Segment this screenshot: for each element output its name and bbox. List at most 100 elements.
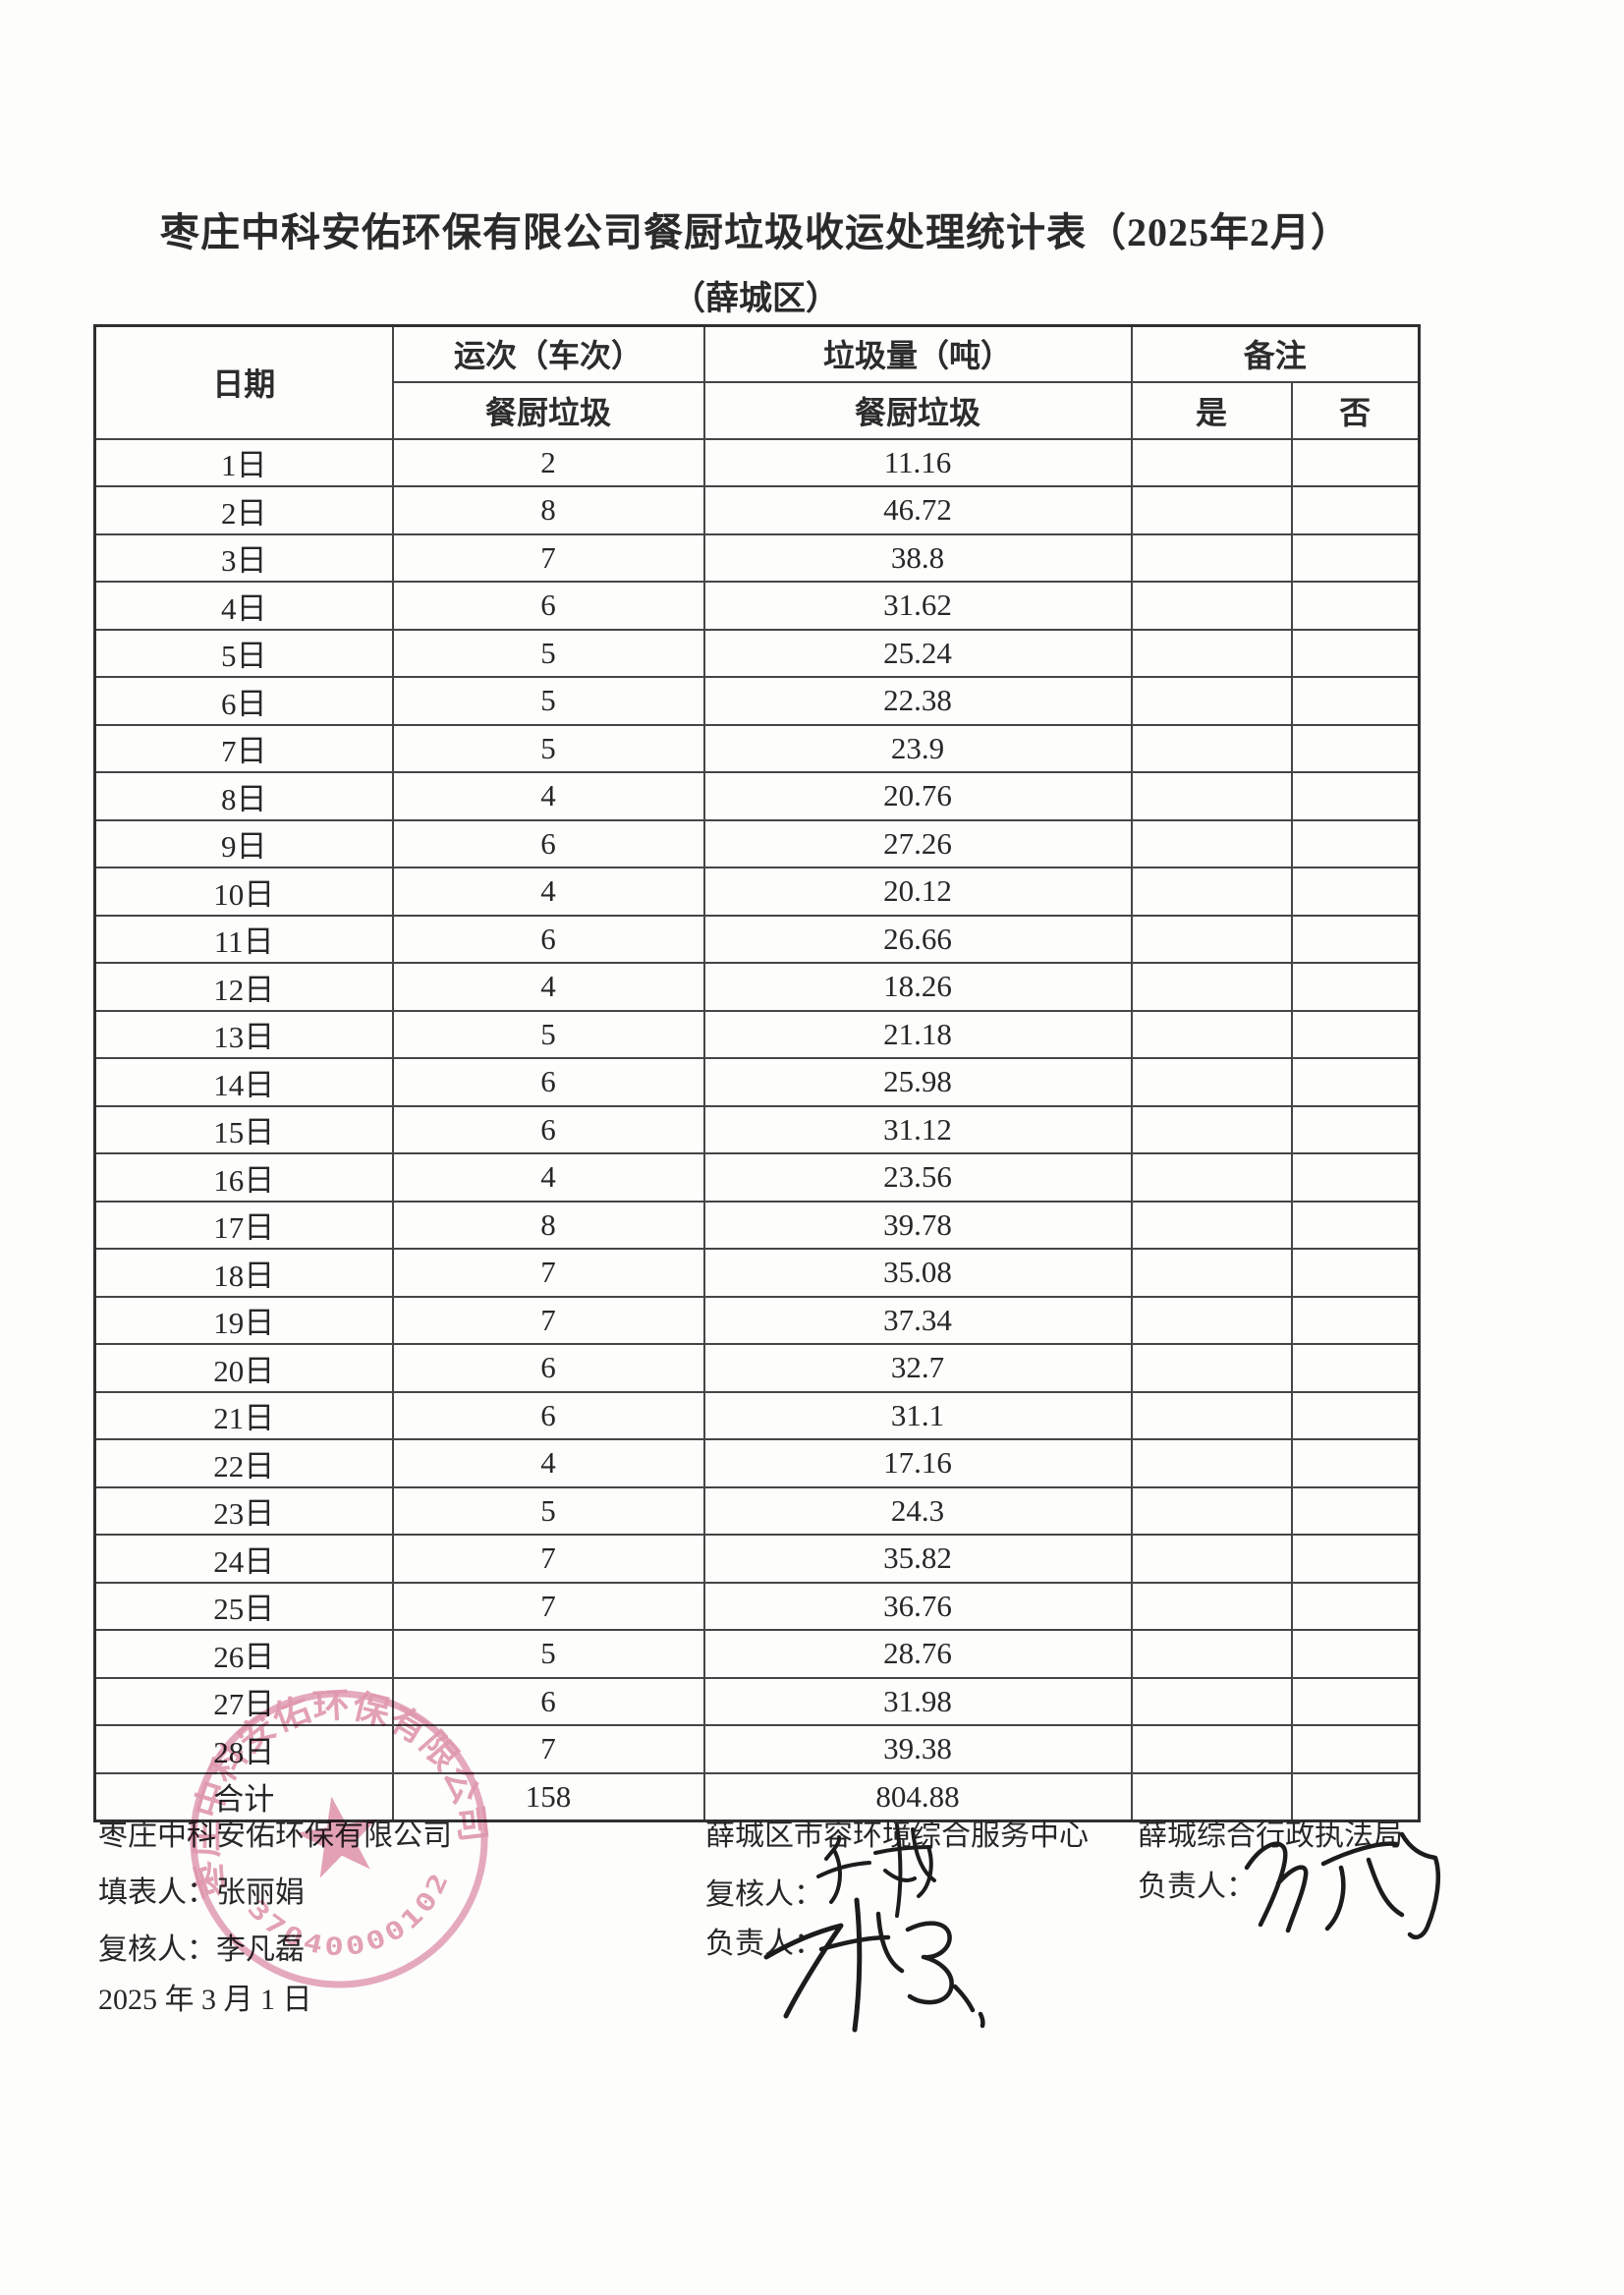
date-cell: 16日: [93, 1152, 394, 1203]
remark-yes-cell: [1130, 1152, 1293, 1203]
remark-yes-cell: [1130, 1390, 1293, 1440]
date-cell: 28日: [93, 1724, 394, 1774]
amount-cell: 18.26: [702, 962, 1133, 1012]
table-row: 19日 7 37.34: [93, 1295, 1421, 1345]
date-cell: 25日: [93, 1581, 394, 1631]
remark-yes-cell: [1130, 1343, 1293, 1393]
trips-cell: 8: [391, 1200, 705, 1250]
amount-cell: 20.76: [702, 771, 1133, 821]
table-row: 8日 4 20.76: [93, 771, 1421, 821]
table-row: 15日 6 31.12: [93, 1104, 1421, 1154]
trips-cell: 7: [391, 1248, 705, 1298]
date-cell: 18日: [93, 1248, 394, 1298]
remark-no-cell: [1290, 532, 1421, 583]
date-cell: 21日: [93, 1390, 394, 1440]
trips-cell: 6: [391, 1104, 705, 1154]
remark-yes-cell: [1130, 723, 1293, 773]
amount-cell: 46.72: [702, 485, 1133, 535]
date-cell: 17日: [93, 1200, 394, 1250]
date-cell: 24日: [93, 1534, 394, 1584]
trips-cell: 6: [391, 1390, 705, 1440]
date-cell: 2日: [93, 485, 394, 535]
remark-yes-cell: [1130, 1057, 1293, 1107]
remark-yes-cell: [1130, 1771, 1293, 1822]
amount-cell: 25.98: [702, 1057, 1133, 1107]
amount-cell: 21.18: [702, 1009, 1133, 1059]
remark-no-cell: [1290, 676, 1421, 726]
table-row: 28日 7 39.38: [93, 1724, 1421, 1774]
header-amount-group: 垃圾量（吨）: [702, 324, 1133, 383]
date-cell: 5日: [93, 628, 394, 678]
signature-manager-center: [763, 1897, 985, 2033]
remark-yes-cell: [1130, 1200, 1293, 1250]
trips-cell: 6: [391, 818, 705, 868]
table-row: 2日 8 46.72: [93, 485, 1421, 535]
date-cell: 23日: [93, 1485, 394, 1536]
table-row: 1日 2 11.16: [93, 437, 1421, 487]
amount-cell: 39.38: [702, 1724, 1133, 1774]
header-remark-no: 否: [1290, 380, 1421, 440]
table-row: 4日 6 31.62: [93, 581, 1421, 631]
table-row: 7日 5 23.9: [93, 723, 1421, 773]
trips-cell: 5: [391, 628, 705, 678]
remark-yes-cell: [1130, 962, 1293, 1012]
amount-cell: 32.7: [702, 1343, 1133, 1393]
trips-cell: 6: [391, 1676, 705, 1726]
trips-cell: 7: [391, 532, 705, 583]
trips-cell: 8: [391, 485, 705, 535]
trips-cell: 6: [391, 1057, 705, 1107]
footer-reviewer: 复核人：李凡磊: [98, 1933, 305, 1966]
date-cell: 3日: [93, 532, 394, 583]
footer-preparer: 填表人：张丽娟: [98, 1876, 305, 1909]
remark-no-cell: [1290, 914, 1421, 964]
remark-no-cell: [1290, 867, 1421, 917]
remark-yes-cell: [1130, 1581, 1293, 1631]
table-row: 3日 7 38.8: [93, 532, 1421, 583]
remark-no-cell: [1290, 818, 1421, 868]
remark-yes-cell: [1130, 1009, 1293, 1059]
remark-yes-cell: [1130, 1676, 1293, 1726]
remark-yes-cell: [1130, 1534, 1293, 1584]
table-row: 9日 6 27.26: [93, 818, 1421, 868]
page-title: 枣庄中科安佑环保有限公司餐厨垃圾收运处理统计表（2025年2月）: [160, 210, 1351, 254]
remark-no-cell: [1290, 1534, 1421, 1584]
amount-cell: 23.56: [702, 1152, 1133, 1203]
amount-cell: 17.16: [702, 1438, 1133, 1488]
amount-cell: 28.76: [702, 1629, 1133, 1679]
remark-yes-cell: [1130, 1295, 1293, 1345]
remark-yes-cell: [1130, 914, 1293, 964]
date-cell: 9日: [93, 818, 394, 868]
table-row: 6日 5 22.38: [93, 676, 1421, 726]
amount-cell: 24.3: [702, 1485, 1133, 1536]
remark-no-cell: [1290, 485, 1421, 535]
trips-cell: 5: [391, 723, 705, 773]
amount-cell: 11.16: [702, 437, 1133, 487]
remark-yes-cell: [1130, 1104, 1293, 1154]
trips-cell: 5: [391, 676, 705, 726]
header-remark: 备注: [1130, 324, 1421, 383]
remark-no-cell: [1290, 1295, 1421, 1345]
remark-no-cell: [1290, 1248, 1421, 1298]
date-cell: 19日: [93, 1295, 394, 1345]
remark-no-cell: [1290, 962, 1421, 1012]
remark-no-cell: [1290, 771, 1421, 821]
date-cell: 1日: [93, 437, 394, 487]
header-amount-sub: 餐厨垃圾: [702, 380, 1133, 440]
trips-cell: 4: [391, 1152, 705, 1203]
header-trips-sub: 餐厨垃圾: [391, 380, 705, 440]
page-subtitle: （薛城区）: [672, 281, 839, 317]
amount-cell: 804.88: [702, 1771, 1133, 1822]
remark-yes-cell: [1130, 1724, 1293, 1774]
amount-cell: 31.98: [702, 1676, 1133, 1726]
remark-no-cell: [1290, 581, 1421, 631]
amount-cell: 25.24: [702, 628, 1133, 678]
remark-no-cell: [1290, 1343, 1421, 1393]
remark-no-cell: [1290, 1200, 1421, 1250]
table-row: 10日 4 20.12: [93, 867, 1421, 917]
remark-yes-cell: [1130, 581, 1293, 631]
remark-no-cell: [1290, 1676, 1421, 1726]
remark-yes-cell: [1130, 1248, 1293, 1298]
footer-center-manager-label: 负责人：: [705, 1928, 823, 1960]
remark-no-cell: [1290, 437, 1421, 487]
date-cell: 27日: [93, 1676, 394, 1726]
